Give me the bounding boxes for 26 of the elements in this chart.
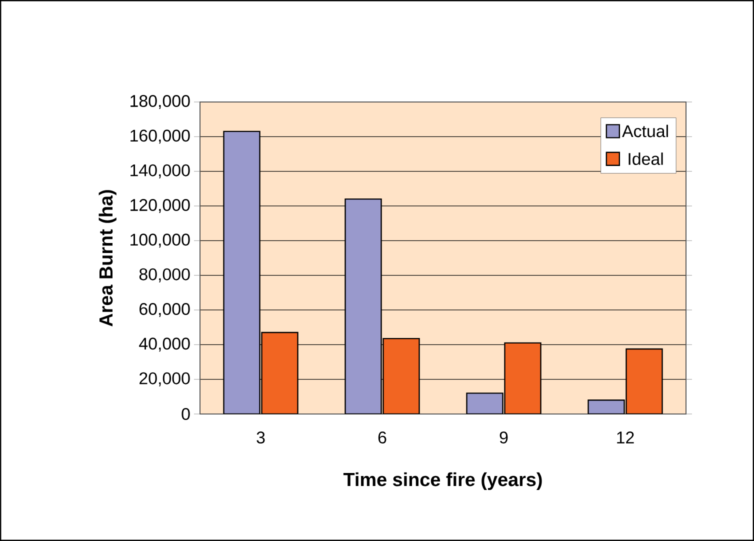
y-tick-label: 180,000	[130, 94, 190, 109]
bar	[261, 332, 298, 414]
y-tick-label: 160,000	[130, 130, 190, 144]
bar	[626, 348, 663, 414]
bar	[382, 338, 420, 414]
bar	[223, 130, 260, 414]
bar	[466, 392, 504, 414]
legend-label: Actual	[622, 124, 668, 138]
y-tick-label: 120,000	[130, 198, 190, 213]
bar	[504, 342, 542, 414]
y-tick-label: 140,000	[130, 164, 190, 178]
y-tick-label: 40,000	[139, 338, 190, 352]
y-tick-label: 20,000	[140, 372, 190, 386]
legend-label: Ideal	[628, 152, 663, 165]
bar	[344, 198, 382, 414]
x-tick-label: 3	[256, 432, 265, 444]
y-tick-label: 0	[182, 408, 190, 420]
bar	[588, 400, 625, 414]
y-axis-title: Area Burnt (ha)	[98, 190, 116, 326]
x-tick-label: 6	[378, 432, 386, 444]
y-tick-label: 100,000	[130, 234, 190, 248]
y-tick-label: 60,000	[140, 302, 190, 317]
y-tick-label: 80,000	[139, 268, 190, 282]
x-tick-label: 9	[500, 432, 508, 444]
x-axis-title: Time since fire (years)	[343, 472, 542, 490]
x-tick-label: 12	[617, 432, 634, 444]
